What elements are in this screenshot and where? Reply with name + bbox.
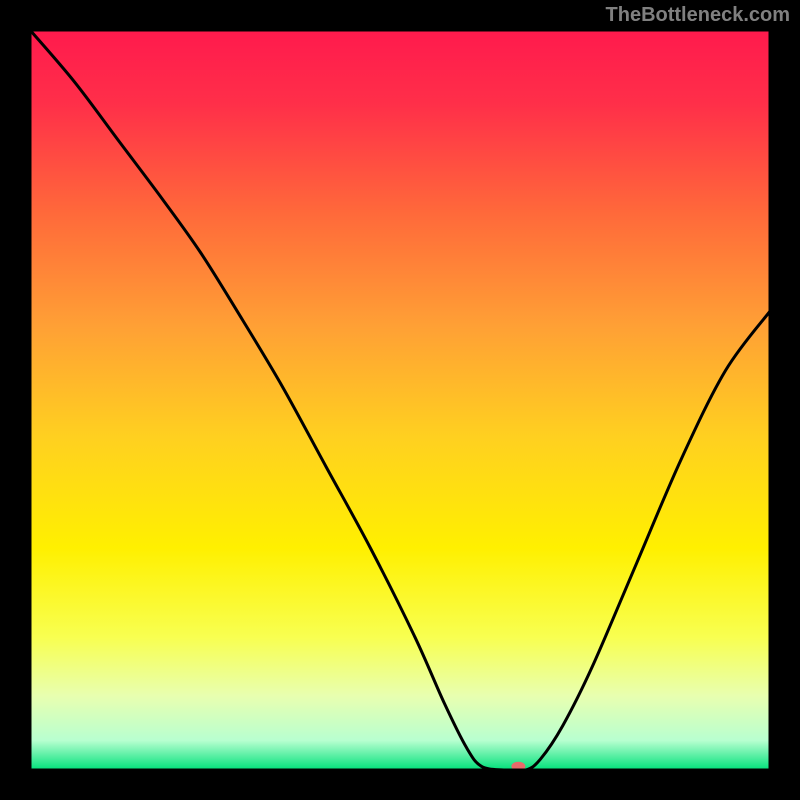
chart-container: TheBottleneck.com	[0, 0, 800, 800]
plot-background	[30, 30, 770, 770]
watermark-label: TheBottleneck.com	[606, 4, 790, 27]
bottleneck-chart	[0, 0, 800, 800]
